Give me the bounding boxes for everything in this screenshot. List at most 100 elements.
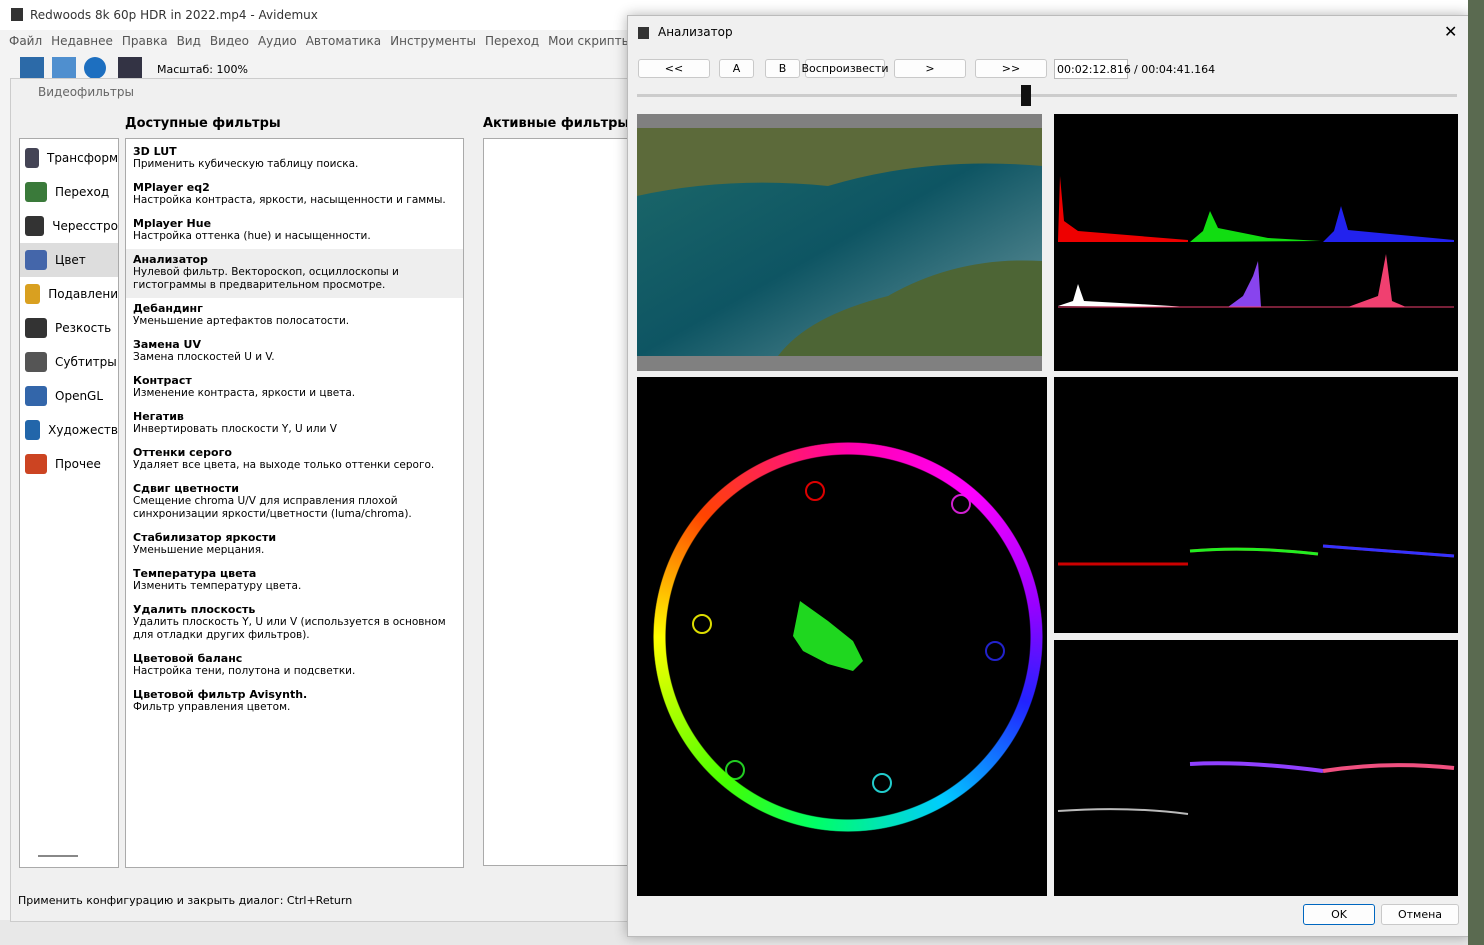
- filter-item[interactable]: Удалить плоскость Удалить плоскость Y, U …: [126, 599, 463, 648]
- category-list: Трансформ Переход Чересстро Цвет Подавлени Ре…: [19, 138, 119, 868]
- dialog-title: Анализатор: [658, 25, 733, 39]
- filter-description: Инвертировать плоскости Y, U или V: [133, 423, 337, 435]
- category-icon: [25, 352, 47, 372]
- category-item[interactable]: Прочее: [20, 447, 118, 481]
- waveform-trace: [1057, 808, 1189, 815]
- waveform-trace: [1322, 763, 1455, 773]
- filter-item[interactable]: Негатив Инвертировать плоскости Y, U или …: [126, 406, 463, 442]
- zoom-label: Масштаб: 100%: [157, 63, 248, 76]
- filter-item[interactable]: Mplayer Hue Настройка оттенка (hue) и нас…: [126, 213, 463, 249]
- filter-description: Настройка контраста, яркости, насыщеннос…: [133, 194, 446, 206]
- menu-item[interactable]: Мои скрипты: [548, 34, 632, 48]
- menu-item[interactable]: Инструменты: [390, 34, 477, 48]
- filter-item[interactable]: Контраст Изменение контраста, яркости и ц…: [126, 370, 463, 406]
- filter-name: Стабилизатор яркости: [133, 531, 277, 544]
- status-text: Применить конфигурацию и закрыть диалог:…: [18, 894, 353, 907]
- waveform-trace: [1189, 547, 1319, 556]
- filter-item[interactable]: Цветовой баланс Настройка тени, полутона …: [126, 648, 463, 684]
- category-icon: [25, 318, 47, 338]
- slider-thumb[interactable]: [1021, 85, 1031, 106]
- menu-item[interactable]: Аудио: [257, 34, 297, 48]
- category-icon: [25, 182, 47, 202]
- filter-name: Контраст: [133, 374, 192, 387]
- video-shore: [637, 128, 1042, 196]
- filter-description: Настройка оттенка (hue) и насыщенности.: [133, 230, 371, 242]
- analyzer-dialog: Анализатор ✕ << A B Воспроизвести > >> 00:02:…: [627, 15, 1469, 937]
- menu-item[interactable]: Недавнее: [51, 34, 113, 48]
- time-field[interactable]: 00:02:12.816: [1054, 59, 1131, 79]
- active-list: [483, 138, 645, 866]
- category-item[interactable]: Чересстро: [20, 209, 118, 243]
- transport-button[interactable]: >: [894, 59, 966, 78]
- menu-item[interactable]: Автоматика: [305, 34, 382, 48]
- hist-v: [1348, 254, 1406, 307]
- window-title: Redwoods 8k 60p HDR in 2022.mp4 - Avidem…: [30, 8, 318, 22]
- category-item[interactable]: Подавлени: [20, 277, 118, 311]
- filter-description: Удаляет все цвета, на выходе только отте…: [133, 459, 435, 471]
- category-item[interactable]: Цвет: [20, 243, 118, 277]
- category-label: OpenGL: [55, 389, 104, 403]
- category-item[interactable]: Переход: [20, 175, 118, 209]
- filter-name: Цветовой фильтр Avisynth.: [133, 688, 308, 701]
- color-ring: [653, 442, 1043, 832]
- menu-item[interactable]: Вид: [176, 34, 201, 48]
- icon[interactable]: [52, 57, 76, 79]
- category-item[interactable]: OpenGL: [20, 379, 118, 413]
- transport-button[interactable]: B: [765, 59, 800, 78]
- icon[interactable]: [84, 57, 106, 79]
- filter-item[interactable]: Температура цвета Изменить температуру цв…: [126, 563, 463, 599]
- category-item[interactable]: Художеств: [20, 413, 118, 447]
- filter-name: Замена UV: [133, 338, 201, 351]
- transport-button[interactable]: A: [719, 59, 754, 78]
- waveform-rgb: [1054, 377, 1458, 633]
- menu-item[interactable]: Файл: [9, 34, 43, 48]
- filter-item[interactable]: 3D LUT Применить кубическую таблицу поиск…: [126, 141, 463, 177]
- category-item[interactable]: Резкость: [20, 311, 118, 345]
- icon[interactable]: [118, 57, 142, 79]
- scrollbar: [38, 855, 78, 857]
- filter-name: Цветовой баланс: [133, 652, 243, 665]
- category-label: Прочее: [55, 457, 101, 471]
- filter-item[interactable]: Анализатор Нулевой фильтр. Вектороскоп, о…: [126, 249, 463, 298]
- filter-name: MPlayer eq2: [133, 181, 210, 194]
- waveform-yuv: [1054, 640, 1458, 896]
- category-icon: [25, 216, 45, 236]
- filter-item[interactable]: Цветовой фильтр Avisynth. Фильтр управлен…: [126, 684, 463, 720]
- close-button[interactable]: ✕: [1444, 22, 1458, 41]
- filter-name: Температура цвета: [133, 567, 257, 580]
- cancel-button[interactable]: Отмена: [1381, 904, 1459, 925]
- filter-name: Негатив: [133, 410, 184, 423]
- app-icon: [11, 8, 23, 21]
- category-item[interactable]: Субтитры: [20, 345, 118, 379]
- menu-item[interactable]: Правка: [121, 34, 168, 48]
- hist-blue: [1323, 206, 1454, 242]
- hist-red: [1058, 176, 1188, 242]
- filter-description: Изменение контраста, яркости и цвета.: [133, 387, 356, 399]
- filter-description: Изменить температуру цвета.: [133, 580, 302, 592]
- slider-track: [637, 94, 1457, 97]
- filter-name: Дебандинг: [133, 302, 203, 315]
- filter-item[interactable]: Дебандинг Уменьшение артефактов полосатос…: [126, 298, 463, 334]
- icon[interactable]: [20, 57, 44, 79]
- category-label: Субтитры: [55, 355, 117, 369]
- section-header: Активные фильтры: [483, 116, 630, 131]
- filter-name: Анализатор: [133, 253, 208, 266]
- filter-item[interactable]: Замена UV Замена плоскостей U и V.: [126, 334, 463, 370]
- category-label: Подавлени: [48, 287, 118, 301]
- total-time: / 00:04:41.164: [1134, 63, 1216, 76]
- category-icon: [25, 284, 41, 304]
- filter-item[interactable]: MPlayer eq2 Настройка контраста, яркости,…: [126, 177, 463, 213]
- ok-button[interactable]: OK: [1303, 904, 1375, 925]
- transport-button[interactable]: Воспроизвести: [801, 59, 889, 78]
- filter-item[interactable]: Стабилизатор яркости Уменьшение мерцания.: [126, 527, 463, 563]
- menu-item[interactable]: Видео: [209, 34, 249, 48]
- category-icon: [25, 454, 47, 474]
- filter-item[interactable]: Сдвиг цветности Смещение chroma U/V для и…: [126, 478, 463, 527]
- waveform-trace: [1322, 544, 1455, 558]
- category-item[interactable]: Трансформ: [20, 141, 118, 175]
- filter-item[interactable]: Оттенки серого Удаляет все цвета, на выхо…: [126, 442, 463, 478]
- transport-button[interactable]: >>: [975, 59, 1047, 78]
- menu-item[interactable]: Переход: [485, 34, 540, 48]
- transport-button[interactable]: <<: [638, 59, 710, 78]
- dialog-title: Видеофильтры: [38, 85, 134, 99]
